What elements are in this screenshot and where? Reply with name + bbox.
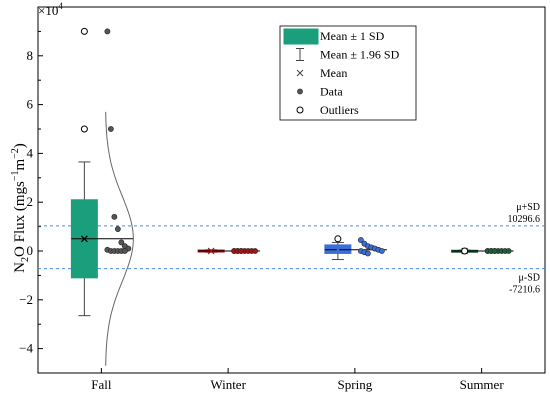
y-tick-label: 0	[27, 243, 34, 258]
data-point	[104, 28, 111, 35]
data-point	[107, 126, 114, 132]
x-tick-label: Summer	[460, 377, 505, 392]
data-point	[491, 248, 498, 254]
x-tick-label: Winter	[210, 377, 246, 392]
mean-marker	[207, 247, 215, 255]
mean-marker	[80, 235, 88, 243]
y-tick-label: 6	[27, 97, 34, 112]
y-tick-label: −2	[19, 292, 33, 307]
reference-label: μ+SD	[516, 202, 540, 213]
legend-label: Mean ± 1.96 SD	[320, 48, 400, 62]
data-point	[364, 250, 371, 257]
legend-outlier-symbol	[296, 106, 304, 114]
outlier-point	[334, 235, 342, 243]
outlier-point	[80, 125, 88, 133]
data-point	[114, 226, 121, 232]
reference-value: -7210.6	[509, 285, 540, 296]
legend: Mean ± 1 SD Mean ± 1.96 SD Mean Data Outlier…	[279, 25, 417, 121]
data-point	[121, 248, 128, 254]
data-point	[252, 248, 259, 254]
y-exponent-base: ×10	[38, 3, 58, 18]
legend-data-symbol	[297, 88, 303, 95]
y-tick-label: 4	[27, 145, 34, 160]
legend-label: Mean	[320, 66, 347, 80]
plot-frame	[37, 6, 546, 374]
legend-label: Outliers	[320, 103, 359, 117]
reference-label: μ-SD	[519, 273, 540, 284]
y-axis-title: N2O Flux (mgs−1m−2)	[10, 143, 31, 273]
legend-whisker-symbol	[296, 48, 304, 61]
y-exponent-label: ×104	[38, 1, 63, 18]
data-point	[111, 213, 118, 220]
legend-label: Mean ± 1 SD	[320, 29, 385, 43]
data-point	[505, 248, 512, 254]
x-tick-label: Spring	[338, 377, 373, 392]
y-tick-label: 8	[27, 48, 34, 63]
legend-mean-symbol	[296, 69, 304, 77]
y-tick-label: −4	[19, 341, 33, 356]
y-exponent-power: 4	[58, 1, 63, 11]
data-point	[238, 248, 245, 254]
y-tick-label: 2	[27, 194, 34, 209]
outlier-point	[80, 27, 88, 35]
legend-label: Data	[320, 85, 343, 99]
data-point	[118, 239, 125, 246]
reference-value: 10296.6	[508, 214, 541, 225]
legend-box	[279, 25, 417, 121]
mean-marker	[334, 246, 342, 254]
distribution-curve	[105, 111, 134, 366]
data-point	[357, 237, 364, 243]
data-point	[378, 248, 385, 254]
legend-box-symbol	[283, 28, 319, 45]
outlier-point	[461, 247, 469, 255]
x-tick-label: Fall	[91, 377, 112, 392]
plot-area: −4 −2 0 2 4 6 8 Fall Winter Spring Summer μ+SD10296…	[19, 6, 546, 392]
